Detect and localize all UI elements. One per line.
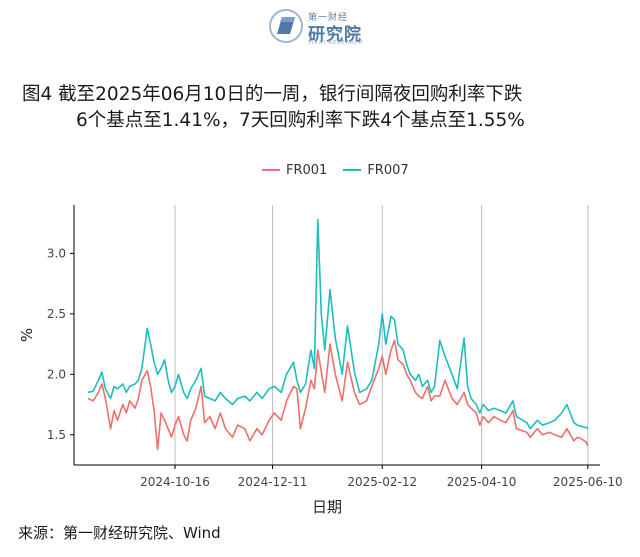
legend-item-fr001: FR001 — [262, 163, 327, 178]
figure-title-line1: 图4 截至2025年06月10日的一周，银行间隔夜回购利率下跌 — [22, 84, 523, 105]
logo-top-text: 第一财经 — [308, 13, 349, 23]
x-tick-label: 2025-06-10 — [553, 475, 623, 489]
x-tick-label: 2024-10-16 — [140, 475, 210, 489]
legend-item-fr007: FR007 — [343, 162, 409, 178]
y-tick-label: 2.5 — [47, 307, 66, 321]
x-tick-label: 2024-12-11 — [238, 475, 308, 489]
legend-label-fr007: FR007 — [367, 162, 409, 178]
series-line-fr001 — [87, 339, 589, 451]
logo-sub-text: YICAI RESEARCH — [308, 40, 364, 46]
chart-legend: FR001 FR007 — [262, 160, 425, 180]
y-tick-label: 2.0 — [47, 367, 66, 381]
x-tick-label: 2025-04-10 — [447, 475, 517, 489]
logo-icon — [269, 9, 303, 43]
y-tick-label: 1.5 — [47, 428, 66, 442]
series-line-fr007 — [87, 218, 589, 430]
y-axis-title: % — [18, 328, 36, 342]
source-note: 来源：第一财经研究院、Wind — [18, 524, 221, 542]
figure-title: 图4 截至2025年06月10日的一周，银行间隔夜回购利率下跌 6个基点至1.4… — [22, 82, 622, 134]
x-tick-label: 2025-02-12 — [347, 475, 417, 489]
logo: 第一财经 研究院 YICAI RESEARCH — [268, 6, 378, 46]
y-tick-label: 3.0 — [47, 246, 66, 260]
logo-main-text: 研究院 — [308, 25, 362, 45]
legend-swatch-fr001 — [262, 169, 280, 171]
figure-title-line2: 6个基点至1.41%，7天回购利率下跌4个基点至1.55% — [76, 110, 525, 131]
x-axis-title: 日期 — [312, 498, 342, 516]
legend-swatch-fr007 — [343, 169, 362, 171]
legend-label-fr001: FR001 — [286, 162, 328, 178]
